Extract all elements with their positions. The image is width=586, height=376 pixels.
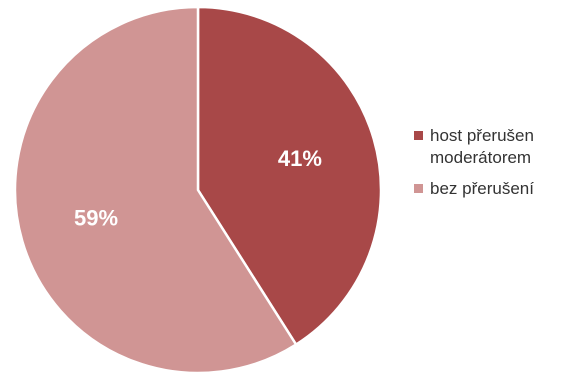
- legend-swatch-no-interruption: [414, 184, 423, 193]
- legend-item-no-interruption: bez přerušení: [414, 178, 586, 200]
- legend-label-no-interruption: bez přerušení: [430, 179, 534, 198]
- pie-slices: [13, 5, 383, 375]
- legend-item-host-interrupted: host přerušen moderátorem: [414, 125, 586, 169]
- pie-label-host-interrupted: 41%: [278, 146, 322, 171]
- pie-data-labels: 41% 59%: [74, 146, 322, 230]
- pie-label-no-interruption: 59%: [74, 205, 118, 230]
- pie-slice-no-interruption: [13, 5, 298, 375]
- legend-label-host-interrupted: host přerušen moderátorem: [430, 126, 534, 167]
- legend-swatch-host-interrupted: [414, 131, 423, 140]
- legend: host přerušen moderátorem bez přerušení: [414, 125, 586, 209]
